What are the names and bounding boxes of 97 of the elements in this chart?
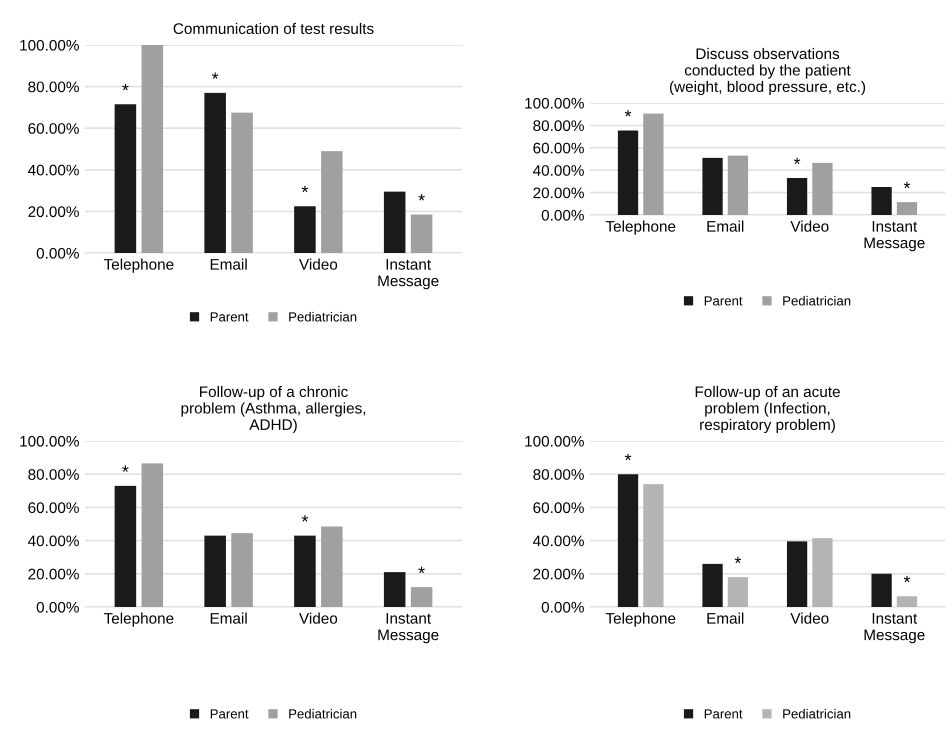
bar (231, 112, 253, 253)
bar (896, 596, 918, 607)
x-tick-label: Video (299, 258, 338, 270)
bar (618, 130, 638, 215)
annotation: * (212, 72, 218, 79)
annotation: * (418, 194, 425, 201)
bar (728, 577, 748, 607)
y-tick-label: 100.00% (20, 436, 79, 447)
legend-label: Parent (704, 709, 742, 719)
bar (702, 158, 723, 215)
x-tick-label: Video (790, 612, 829, 624)
legend-label: Pediatrician (289, 312, 356, 322)
bar (871, 574, 892, 607)
y-tick-label: 100.00% (525, 98, 584, 109)
y-tick-label: 0.00% (36, 248, 79, 259)
legend-label: Parent (210, 709, 248, 719)
bar (643, 114, 664, 215)
chart-title: Follow-up of a chronic problem (Asthma, allergies, ADHD) (182, 386, 366, 434)
chart-title: Discuss observations conducted by the patient (weight, blood pressure, etc.) (670, 48, 866, 96)
legend-label: Pediatrician (783, 296, 850, 306)
annotation: * (302, 186, 308, 192)
x-tick-label: Instant Message (378, 259, 438, 290)
bar (410, 214, 432, 253)
bar (643, 484, 664, 607)
bar (204, 92, 226, 253)
y-tick-label: 20.00% (28, 568, 79, 580)
annotation: * (904, 576, 910, 582)
annotation: * (904, 182, 910, 188)
x-tick-label: Email (210, 612, 247, 624)
bar (294, 206, 316, 253)
y-tick-label: 100.00% (20, 40, 79, 51)
legend-label: Pediatrician (783, 708, 850, 719)
x-tick-label: Telephone (104, 258, 174, 273)
x-tick-label: Video (790, 220, 829, 232)
y-tick-label: 60.00% (28, 502, 79, 514)
bar (410, 587, 432, 607)
x-tick-label: Instant Message (864, 221, 925, 252)
legend-label: Parent (210, 312, 248, 322)
bar (114, 486, 136, 607)
bar (812, 162, 833, 215)
bar (871, 187, 892, 215)
x-tick-label: Telephone (606, 220, 676, 235)
y-tick-label: 80.00% (28, 81, 79, 92)
bar (618, 474, 638, 607)
y-tick-label: 20.00% (533, 568, 584, 580)
bar (896, 202, 918, 215)
annotation: * (624, 454, 632, 460)
annotation: * (122, 465, 129, 472)
chart-title: Communication of test results (174, 22, 374, 34)
y-tick-label: 100.00% (525, 436, 584, 447)
annotation: * (122, 84, 129, 90)
bar (114, 104, 136, 253)
x-tick-label: Instant Message (864, 613, 925, 644)
bar (728, 156, 748, 215)
y-tick-label: 80.00% (28, 469, 79, 480)
x-tick-label: Video (299, 612, 338, 624)
y-tick-label: 20.00% (533, 187, 584, 198)
bar (204, 536, 226, 607)
x-tick-label: Instant Message (378, 613, 438, 644)
x-tick-label: Telephone (606, 612, 676, 627)
annotation: * (418, 566, 425, 574)
x-tick-label: Email (210, 258, 247, 270)
bar (142, 45, 164, 253)
y-tick-label: 80.00% (533, 469, 584, 480)
y-tick-label: 60.00% (533, 142, 584, 154)
annotation: * (624, 110, 632, 116)
y-tick-label: 80.00% (533, 120, 584, 132)
bar (384, 572, 406, 607)
bar (702, 564, 723, 607)
y-tick-label: 0.00% (542, 602, 584, 613)
x-tick-label: Email (707, 612, 744, 624)
bar (384, 192, 406, 253)
x-tick-label: Telephone (104, 612, 174, 627)
y-tick-label: 60.00% (28, 123, 79, 134)
y-tick-label: 40.00% (532, 165, 584, 176)
y-tick-label: 60.00% (533, 502, 584, 514)
bar (142, 463, 164, 607)
annotation: * (734, 556, 742, 564)
x-tick-label: Email (707, 220, 744, 232)
bar (231, 533, 253, 607)
y-tick-label: 0.00% (36, 602, 79, 613)
y-tick-label: 40.00% (532, 535, 584, 546)
bar (294, 536, 316, 607)
annotation: * (794, 158, 800, 164)
bar (786, 178, 808, 215)
y-tick-label: 20.00% (28, 206, 79, 218)
annotation: * (302, 515, 308, 522)
legend-label: Parent (704, 296, 742, 306)
chart-title: Follow-up of an acute problem (Infection, respiratory problem) (696, 386, 840, 434)
bar (786, 541, 808, 607)
y-tick-label: 40.00% (28, 535, 79, 546)
bar (321, 526, 343, 607)
bar (812, 538, 833, 607)
y-tick-label: 40.00% (28, 164, 79, 176)
y-tick-label: 0.00% (542, 210, 584, 221)
bar (321, 151, 343, 253)
legend-label: Pediatrician (289, 708, 356, 719)
